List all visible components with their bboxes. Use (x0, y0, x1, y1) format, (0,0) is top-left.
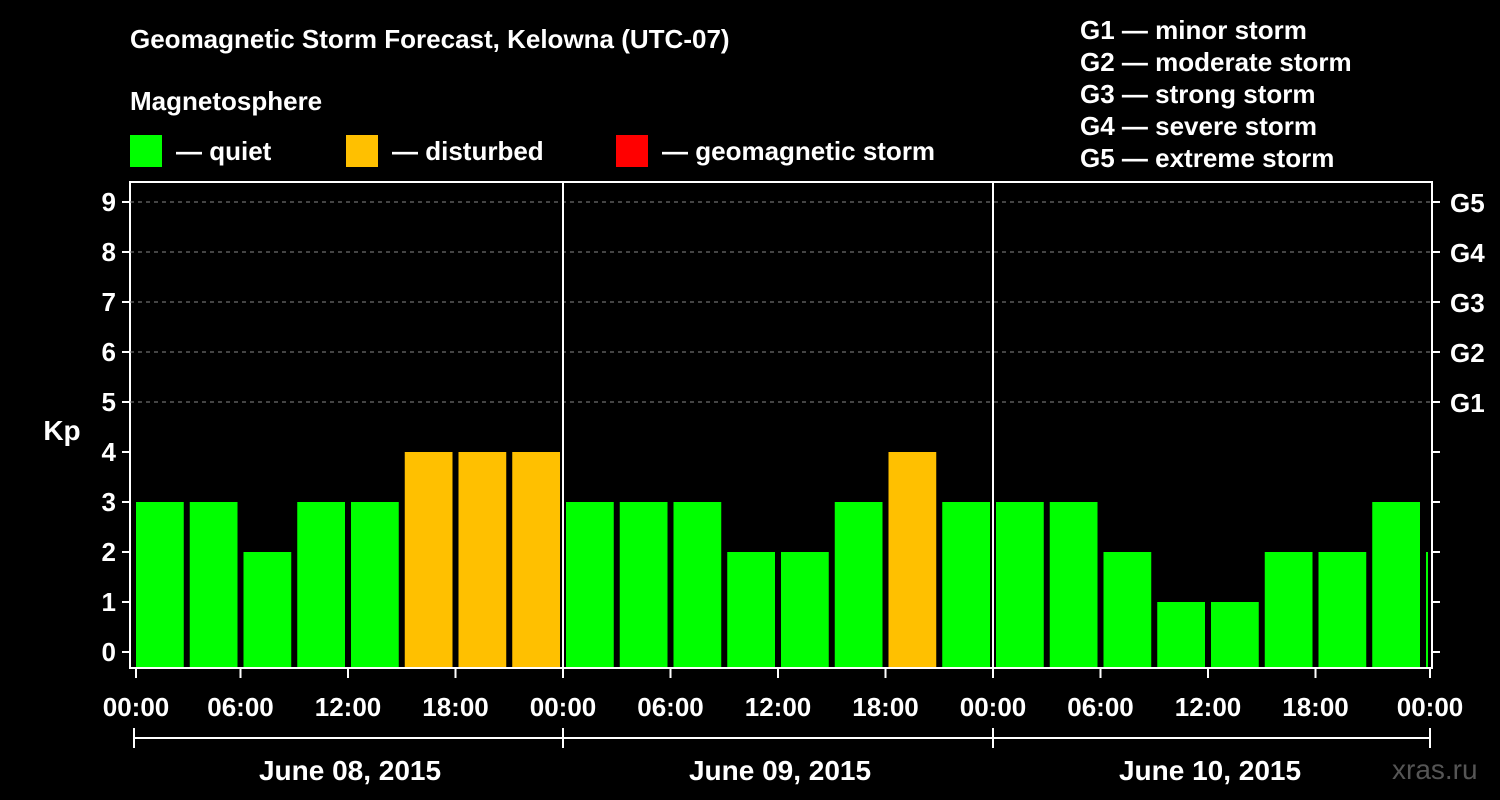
bar-20 (1211, 602, 1259, 667)
y-tick-label-4: 4 (102, 437, 117, 467)
bar-0 (136, 502, 184, 667)
bar-15 (942, 502, 990, 667)
right-tick-label-g1: G1 (1450, 388, 1485, 418)
bar-1 (189, 502, 238, 667)
y-axis-label: Kp (43, 415, 80, 446)
legend-item-disturbed: — disturbed (346, 134, 544, 168)
legend-label-disturbed: — disturbed (392, 135, 544, 166)
bar-17 (1049, 502, 1098, 667)
x-tick-label-11: 18:00 (1282, 692, 1349, 722)
legend-label-storm: — geomagnetic storm (662, 135, 936, 166)
bar-8 (566, 502, 614, 667)
bar-10 (673, 502, 722, 667)
storm-scale-g4: G4 — severe storm (1080, 111, 1318, 141)
storm-scale-list: G1 — minor storm G2 — moderate storm G3 … (1080, 14, 1352, 174)
x-tick-label-9: 06:00 (1067, 692, 1134, 722)
legend-item-quiet: — quiet (130, 134, 271, 168)
bar-6 (458, 452, 507, 667)
bar-16 (996, 502, 1044, 667)
bar-13 (834, 502, 883, 667)
y-tick-label-1: 1 (102, 587, 116, 617)
y-tick-label-0: 0 (102, 637, 116, 667)
x-tick-label-12: 00:00 (1397, 692, 1464, 722)
x-tick-label-0: 00:00 (103, 692, 170, 722)
y-tick-label-9: 9 (102, 187, 116, 217)
x-tick-label-3: 18:00 (422, 692, 489, 722)
storm-scale-g1: G1 — minor storm (1080, 15, 1307, 45)
x-tick-label-8: 00:00 (960, 692, 1027, 722)
y-tick-label-3: 3 (102, 487, 116, 517)
x-tick-label-2: 12:00 (315, 692, 382, 722)
bar-12 (781, 552, 829, 667)
x-tick-label-5: 06:00 (637, 692, 704, 722)
bar-21 (1264, 552, 1313, 667)
legend-swatch-storm (616, 135, 648, 167)
storm-scale-g5: G5 — extreme storm (1080, 143, 1335, 173)
legend-swatch-quiet (130, 135, 162, 167)
legend-label-quiet: — quiet (176, 135, 272, 166)
bar-18 (1103, 552, 1152, 667)
right-tick-label-g3: G3 (1450, 288, 1485, 318)
x-tick-label-4: 00:00 (530, 692, 597, 722)
bar-11 (727, 552, 775, 667)
x-tick-label-10: 12:00 (1175, 692, 1242, 722)
legend-swatch-disturbed (346, 135, 378, 167)
right-tick-label-g5: G5 (1450, 188, 1485, 218)
bar-23 (1372, 502, 1420, 667)
bar-5 (404, 452, 453, 667)
y-tick-label-2: 2 (102, 537, 116, 567)
x-tick-label-6: 12:00 (745, 692, 812, 722)
bar-4 (351, 502, 399, 667)
y-tick-label-7: 7 (102, 287, 116, 317)
x-tick-label-7: 18:00 (852, 692, 919, 722)
chart-subtitle: Magnetosphere (130, 86, 323, 116)
plot-frame (129, 181, 1433, 669)
day-label-2: June 10, 2015 (1119, 755, 1301, 786)
y-tick-label-6: 6 (102, 337, 116, 367)
x-tick-label-1: 06:00 (207, 692, 274, 722)
right-tick-label-g4: G4 (1450, 238, 1485, 268)
day-label-0: June 08, 2015 (259, 755, 441, 786)
storm-scale-g2: G2 — moderate storm (1080, 47, 1352, 77)
bar-14 (888, 452, 937, 667)
legend-item-storm: — geomagnetic storm (616, 134, 935, 168)
bar-24 (1426, 552, 1428, 667)
day-label-1: June 09, 2015 (689, 755, 871, 786)
bar-3 (297, 502, 345, 667)
bar-19 (1157, 602, 1205, 667)
bar-9 (619, 502, 668, 667)
y-tick-label-8: 8 (102, 237, 116, 267)
storm-scale-g3: G3 — strong storm (1080, 79, 1316, 109)
watermark: xras.ru (1392, 754, 1478, 785)
right-tick-label-g2: G2 (1450, 338, 1485, 368)
page-title: Geomagnetic Storm Forecast, Kelowna (UTC… (130, 24, 730, 54)
y-tick-label-5: 5 (102, 387, 116, 417)
bar-7 (512, 452, 560, 667)
bar-22 (1318, 552, 1367, 667)
bar-2 (243, 552, 292, 667)
